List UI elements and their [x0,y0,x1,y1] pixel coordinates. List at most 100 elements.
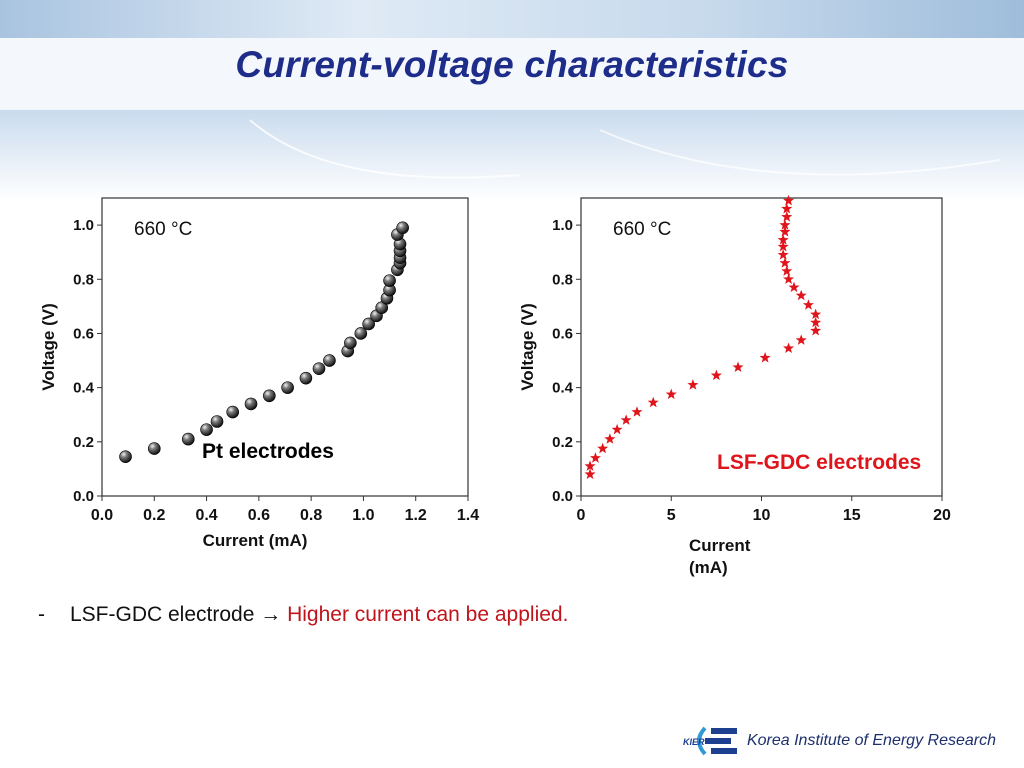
data-point [732,361,744,373]
data-point [299,371,313,385]
data-point [781,211,793,222]
data-point [589,452,601,463]
y-tick-label: 0.4 [73,380,95,397]
x-tick-label: 0.8 [300,507,322,524]
logo-text: KIER [683,737,705,747]
conclusion-note: - LSF-GDC electrode → Higher current can … [38,603,568,627]
note-highlight: Higher current can be applied. [287,603,569,626]
data-point [312,362,326,375]
data-point [788,281,800,293]
x-axis-label: Current (mA) [689,536,751,577]
data-point [777,240,789,252]
data-point [795,334,807,345]
data-point [604,433,616,444]
data-point [795,289,807,301]
data-point [244,397,258,411]
data-point [597,442,609,454]
data-point [210,415,224,428]
data-point [263,389,276,403]
data-point [783,342,795,354]
pt-iv-chart: 0.0 0.2 0.4 0.6 0.8 1.0 0.0 0.2 0.4 0.6 0.8 1.0 1.2 1… [39,197,479,550]
data-point [781,203,793,214]
x-tick-label: 15 [843,507,861,524]
x-tick-label: 1.0 [352,507,374,524]
data-point [710,369,722,381]
plot-frame [101,197,469,497]
data-point [584,460,596,471]
data-point [759,352,771,363]
x-tick-label: 10 [753,507,771,524]
y-tick-label: 0.0 [552,488,573,505]
data-point [119,450,132,464]
data-point [665,388,677,400]
data-point [777,234,789,245]
lsf-gdc-iv-chart: 0.0 0.2 0.4 0.6 0.8 1.0 0 5 10 15 20 Voltage (V) Cur… [518,194,951,577]
temperature-annotation: 660 °C [613,219,671,240]
x-axis-label-line: (mA) [689,558,728,577]
data-point [323,354,336,367]
y-tick-label: 1.0 [552,217,573,234]
x-axis-label: Current (mA) [203,531,308,550]
data-point [181,432,195,446]
data-point [362,317,375,331]
data-point [810,324,822,336]
data-point [783,194,795,206]
series-label: LSF-GDC electrodes [717,451,921,474]
data-point [396,221,409,235]
data-point [147,442,161,455]
y-axis-label: Voltage (V) [518,303,537,391]
series-label: Pt electrodes [202,440,334,463]
x-tick-label: 20 [933,507,951,524]
y-tick-label: 0.2 [552,434,573,451]
data-point [779,257,791,268]
data-point [631,406,643,417]
data-point [200,423,213,436]
data-point [354,327,368,340]
plot-frame [580,197,943,497]
y-tick-label: 0.4 [552,380,574,397]
data-point [779,219,791,230]
data-point [779,226,791,237]
x-tick-label: 0.2 [143,507,165,524]
data-point [611,423,623,435]
data-point [383,274,396,287]
x-tick-label: 1.2 [405,507,427,524]
x-tick-label: 0 [577,507,586,524]
y-tick-label: 0.8 [552,271,573,288]
kier-logo-icon: KIER [683,726,737,756]
note-text: LSF-GDC electrode [70,603,255,626]
data-point [620,414,632,425]
x-axis-label-line: Current [689,536,751,555]
x-tick-label: 0.4 [195,507,217,524]
y-tick-label: 0.6 [73,325,94,342]
data-point [281,381,294,394]
bullet-dash: - [38,603,45,626]
arrow-right-icon: → [260,603,282,626]
footer-branding: KIER Korea Institute of Energy Research [683,724,996,758]
x-tick-label: 1.4 [457,507,479,524]
y-tick-label: 0.2 [73,434,94,451]
x-tick-label: 5 [667,507,676,524]
x-tick-label: 0.0 [91,507,113,524]
data-point [802,299,814,310]
data-point [781,265,793,276]
data-point [687,379,699,390]
data-point [344,336,357,350]
temperature-annotation: 660 °C [134,219,192,240]
y-axis-label: Voltage (V) [39,303,58,391]
data-point [810,316,822,328]
x-tick-label: 0.6 [248,507,270,524]
y-tick-label: 0.0 [73,488,94,505]
data-point [584,468,596,480]
data-point [777,249,789,260]
data-point [226,405,240,419]
institute-name: Korea Institute of Energy Research [746,732,996,749]
data-point [810,308,822,320]
data-point [783,273,795,284]
page-title: Current-voltage characteristics [235,44,789,85]
y-tick-label: 1.0 [73,217,94,234]
y-tick-label: 0.6 [552,325,573,342]
y-tick-label: 0.8 [73,271,94,288]
data-point [647,396,659,408]
